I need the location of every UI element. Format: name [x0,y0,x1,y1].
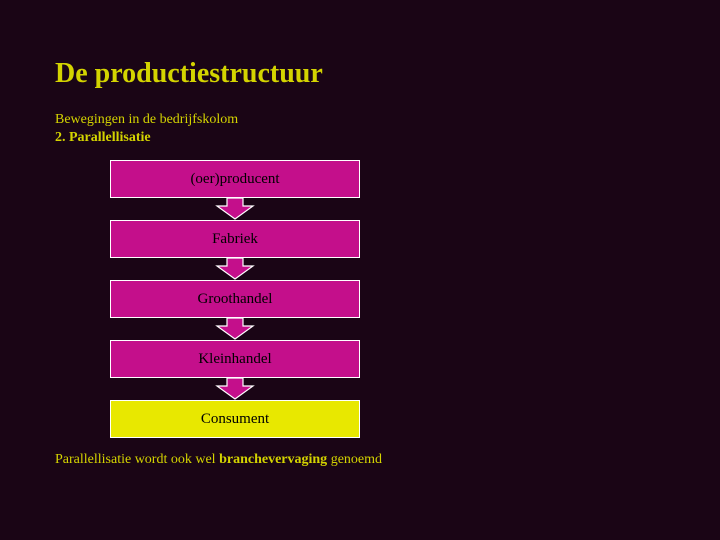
chain-arrow [110,198,360,220]
chain-arrow [110,318,360,340]
subtitle-line-2: 2. Parallellisatie [55,130,665,146]
footnote-bold: branchevervaging [219,452,327,467]
chain-node: Fabriek [110,220,360,258]
slide-title: De productiestructuur [55,58,665,90]
production-chain: (oer)producent Fabriek Groothandel Klein… [110,160,360,438]
footnote-post: genoemd [327,452,382,467]
chain-node: Groothandel [110,280,360,318]
chain-node: Consument [110,400,360,438]
subtitle-line-1: Bewegingen in de bedrijfskolom [55,112,665,128]
chain-node: (oer)producent [110,160,360,198]
chain-arrow [110,258,360,280]
slide: De productiestructuur Bewegingen in de b… [55,58,665,468]
footnote: Parallellisatie wordt ook wel branchever… [55,452,665,468]
chain-node-label: Consument [201,411,269,428]
footnote-pre: Parallellisatie wordt ook wel [55,452,219,467]
chain-node-label: (oer)producent [190,171,279,188]
chain-node-label: Kleinhandel [198,351,271,368]
chain-node: Kleinhandel [110,340,360,378]
chain-arrow [110,378,360,400]
chain-node-label: Groothandel [198,291,273,308]
chain-node-label: Fabriek [212,231,258,248]
